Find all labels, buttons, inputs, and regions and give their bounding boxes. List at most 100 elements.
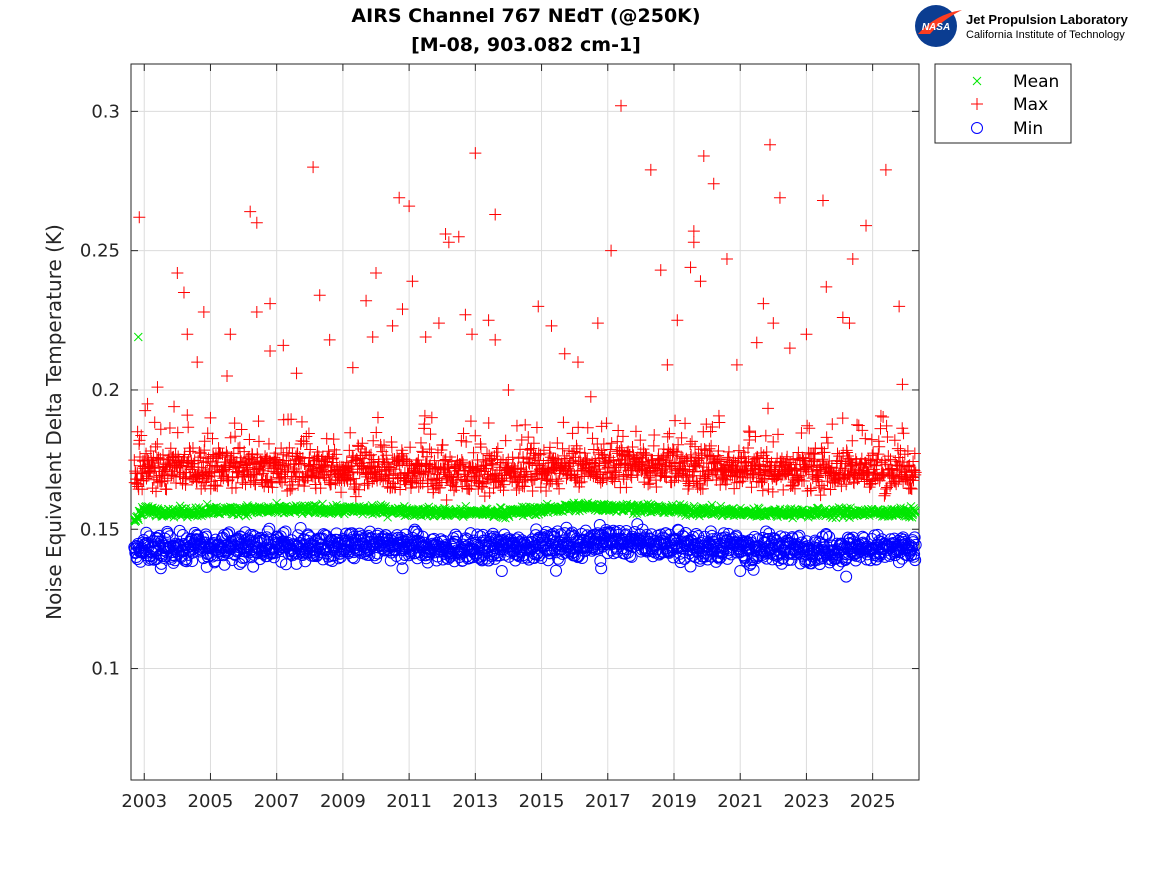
point-min bbox=[368, 549, 381, 562]
point-max bbox=[320, 432, 333, 445]
point-max bbox=[229, 430, 242, 443]
point-max bbox=[732, 444, 745, 457]
point-max bbox=[856, 424, 869, 437]
point-max bbox=[149, 440, 162, 453]
point-max bbox=[499, 434, 512, 447]
point-max bbox=[133, 434, 146, 447]
point-max bbox=[235, 423, 248, 436]
point-min bbox=[893, 556, 906, 569]
point-max bbox=[297, 435, 310, 448]
grid bbox=[131, 64, 919, 780]
point-max bbox=[581, 421, 594, 434]
point-min bbox=[395, 552, 408, 565]
point-max-outlier bbox=[313, 289, 326, 302]
y-tick-label: 0.3 bbox=[91, 101, 120, 122]
point-max bbox=[474, 441, 487, 454]
point-max bbox=[236, 476, 249, 489]
point-max bbox=[139, 404, 152, 417]
point-max bbox=[425, 411, 438, 424]
point-min bbox=[143, 530, 156, 543]
point-max bbox=[209, 479, 222, 492]
point-min bbox=[594, 554, 607, 567]
point-max bbox=[675, 431, 688, 444]
point-min bbox=[674, 556, 687, 569]
point-max bbox=[897, 427, 910, 440]
y-axis-label: Noise Equivalent Delta Temperature (K) bbox=[42, 224, 66, 620]
point-min bbox=[645, 528, 658, 541]
point-max bbox=[890, 478, 903, 491]
point-max bbox=[814, 489, 827, 502]
point-max bbox=[304, 443, 317, 456]
point-max bbox=[150, 485, 163, 498]
point-max bbox=[249, 478, 262, 491]
x-tick-label: 2009 bbox=[320, 791, 366, 812]
point-min bbox=[856, 530, 869, 543]
point-max-outlier bbox=[250, 216, 263, 229]
legend-label-max: Max bbox=[1013, 95, 1048, 115]
point-max bbox=[803, 422, 816, 435]
point-max-outlier bbox=[466, 328, 479, 341]
point-max-outlier bbox=[661, 358, 674, 371]
point-min bbox=[317, 528, 330, 541]
point-max-outlier bbox=[393, 191, 406, 204]
point-min bbox=[154, 535, 167, 548]
x-tick-label: 2007 bbox=[254, 791, 300, 812]
point-min bbox=[605, 544, 618, 557]
point-max-outlier bbox=[323, 333, 336, 346]
point-max-outlier bbox=[730, 358, 743, 371]
point-min bbox=[673, 551, 686, 564]
point-max bbox=[436, 438, 449, 451]
point-max bbox=[600, 417, 613, 430]
point-max bbox=[510, 419, 523, 432]
point-max bbox=[878, 489, 891, 502]
point-max-outlier bbox=[432, 317, 445, 330]
point-max bbox=[148, 416, 161, 429]
point-max bbox=[314, 482, 327, 495]
point-min bbox=[906, 542, 919, 555]
point-max bbox=[274, 475, 287, 488]
point-max bbox=[134, 474, 147, 487]
point-max bbox=[767, 435, 780, 448]
point-max bbox=[888, 434, 901, 447]
point-max bbox=[252, 415, 265, 428]
point-max-outlier bbox=[307, 161, 320, 174]
point-max-outlier bbox=[181, 328, 194, 341]
point-min bbox=[909, 538, 922, 551]
point-max bbox=[647, 439, 660, 452]
legend-label-mean: Mean bbox=[1013, 72, 1059, 92]
point-min bbox=[252, 532, 265, 545]
point-min bbox=[800, 535, 813, 548]
point-max-outlier bbox=[836, 311, 849, 324]
series-min bbox=[128, 518, 922, 583]
point-max-outlier bbox=[133, 211, 146, 224]
point-max bbox=[859, 432, 872, 445]
point-max bbox=[181, 409, 194, 422]
point-max-outlier bbox=[171, 266, 184, 279]
point-max bbox=[136, 483, 149, 496]
point-min bbox=[167, 556, 180, 569]
point-min bbox=[510, 533, 523, 546]
point-max bbox=[818, 482, 831, 495]
point-max bbox=[284, 483, 297, 496]
point-min bbox=[442, 552, 455, 565]
point-max-outlier bbox=[502, 383, 515, 396]
point-max-outlier bbox=[843, 317, 856, 330]
point-min-outlier bbox=[154, 562, 167, 575]
point-max bbox=[128, 454, 141, 467]
point-min bbox=[242, 532, 255, 545]
point-max-outlier bbox=[489, 333, 502, 346]
point-min bbox=[449, 528, 462, 541]
point-max bbox=[851, 418, 864, 431]
point-max-outlier bbox=[264, 297, 277, 310]
point-max-outlier bbox=[141, 397, 154, 410]
point-max bbox=[186, 441, 199, 454]
point-max-outlier bbox=[177, 286, 190, 299]
x-tick-label: 2019 bbox=[651, 791, 697, 812]
point-min bbox=[813, 558, 826, 571]
point-max bbox=[283, 441, 296, 454]
x-tick-label: 2005 bbox=[188, 791, 234, 812]
point-min bbox=[153, 529, 166, 542]
x-tick-label: 2021 bbox=[717, 791, 763, 812]
point-max bbox=[552, 475, 565, 488]
point-max-outlier bbox=[452, 230, 465, 243]
